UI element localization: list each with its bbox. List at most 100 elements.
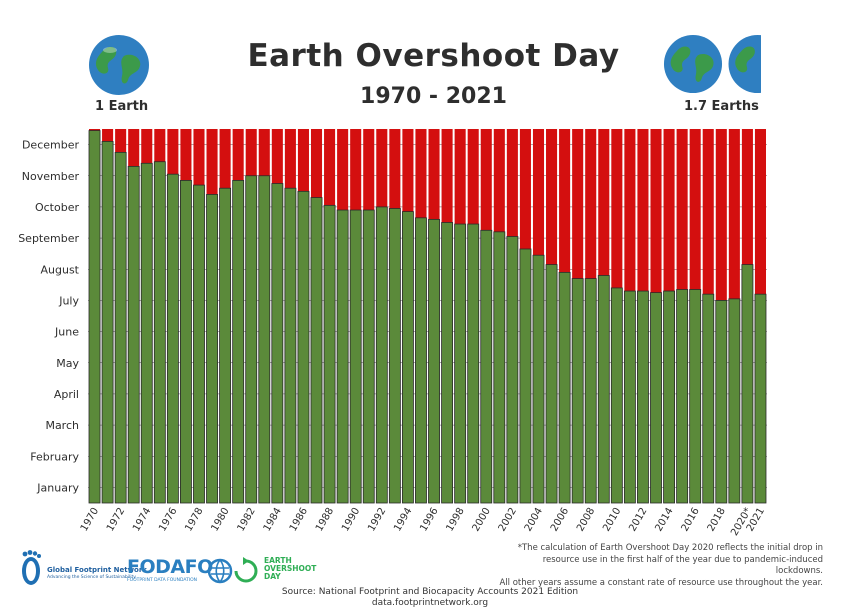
bar-overshoot-1982 [245, 129, 257, 176]
overshoot-bar-chart: January February March April May June July Augu… [18, 129, 767, 538]
bar-earth-1996 [428, 218, 440, 504]
bar-earth-1998 [454, 223, 467, 504]
bar-overshoot-2016 [689, 129, 701, 290]
bar-earth-1984 [271, 183, 284, 504]
x-tick-label: 1986 [288, 506, 310, 534]
x-tick-label: 1992 [366, 506, 388, 534]
bar-overshoot-1980 [219, 129, 231, 189]
footnote: *The calculation of Earth Overshoot Day … [493, 543, 823, 589]
bar-earth-2000 [480, 229, 493, 504]
bar-overshoot-2006 [559, 129, 571, 273]
bar-overshoot-2005 [546, 129, 558, 265]
bar-earth-2004 [532, 254, 545, 504]
bar-overshoot-2007 [572, 129, 584, 279]
bar-earth-1983 [258, 175, 271, 504]
y-tick-label: March [45, 419, 79, 432]
fodafo-logo-tagline: FOOTPRINT DATA FOUNDATION [127, 578, 198, 583]
bar-overshoot-1974 [141, 129, 153, 164]
x-tick-label: 2018 [706, 506, 728, 534]
bar-overshoot-1985 [284, 129, 296, 189]
bar-overshoot-1989 [337, 129, 349, 211]
bar-overshoot-1973 [128, 129, 140, 167]
bar-overshoot-2018 [715, 129, 727, 301]
bar-earth-1978 [193, 184, 205, 504]
x-tick-label: 2014 [653, 506, 675, 534]
bar-earth-2002 [506, 236, 519, 504]
bar-earth-2019 [728, 298, 741, 504]
bar-overshoot-2010 [611, 129, 623, 288]
bar-overshoot-1986 [297, 129, 309, 192]
bar-overshoot-1992 [376, 129, 388, 207]
source-line-1: Source: National Footprint and Biocapaci… [281, 587, 579, 597]
source: Source: National Footprint and Biocapaci… [230, 587, 630, 609]
y-tick-label: October [35, 201, 79, 214]
bar-earth-1982 [245, 175, 258, 504]
x-tick-label: 1994 [392, 506, 414, 534]
x-tick-label: 2000 [471, 506, 493, 534]
bar-overshoot-1983 [258, 129, 270, 176]
bar-overshoot-2011 [624, 129, 636, 292]
bar-overshoot-1991 [363, 129, 375, 211]
fodafo-logo-name: FODAFO [127, 556, 213, 578]
bar-overshoot-1977 [180, 129, 192, 181]
bar-earth-2010 [610, 287, 623, 504]
bar-earth-1971 [101, 141, 114, 504]
bar-earth-2018 [715, 300, 728, 504]
bar-earth-1975 [153, 161, 166, 504]
x-tick-label: 1984 [262, 506, 284, 534]
y-tick-label: September [18, 232, 79, 245]
bar-overshoot-2019 [728, 129, 740, 299]
bar-overshoot-1994 [402, 129, 414, 212]
bar-earth-1977 [180, 180, 192, 504]
bar-overshoot-1970 [89, 129, 101, 131]
gfn-logo-name: Global Footprint Network [47, 566, 147, 574]
bar-earth-2007 [571, 278, 584, 504]
x-tick-label: 1980 [209, 506, 231, 534]
bar-overshoot-1972 [115, 129, 127, 153]
bar-earth-2021 [754, 293, 767, 504]
bar-earth-2020 [741, 264, 754, 504]
bar-overshoot-2012 [637, 129, 649, 292]
bar-earth-2006 [558, 271, 571, 504]
bar-overshoot-2002 [506, 129, 518, 237]
bar-earth-2003 [519, 248, 532, 504]
x-tick-label: 2008 [575, 506, 597, 534]
bar-overshoot-2017 [702, 129, 714, 295]
right-earth-label: 1.7 Earths [684, 99, 759, 114]
bar-overshoot-2021 [754, 129, 766, 295]
bar-earth-1986 [297, 190, 310, 504]
bar-earth-1976 [166, 173, 179, 504]
bar-earth-1985 [284, 187, 297, 504]
bar-earth-1993 [388, 208, 401, 504]
footnote-line-1: *The calculation of Earth Overshoot Day … [517, 543, 823, 553]
bar-overshoot-2001 [493, 129, 505, 232]
bar-overshoot-1981 [232, 129, 244, 181]
bar-earth-1990 [349, 209, 362, 504]
bar-overshoot-1997 [441, 129, 453, 223]
bar-overshoot-1971 [102, 129, 114, 142]
bar-overshoot-1996 [428, 129, 440, 220]
bar-overshoot-2004 [532, 129, 545, 256]
x-tick-label: 2012 [627, 506, 649, 534]
bar-earth-2014 [663, 290, 675, 504]
x-tick-label: 2004 [523, 506, 545, 534]
left-earth-label: 1 Earth [95, 99, 149, 114]
bar-overshoot-1984 [271, 129, 283, 184]
bar-earth-2009 [597, 275, 610, 504]
bar-overshoot-2008 [585, 129, 597, 279]
bar-earth-1988 [323, 204, 336, 504]
bar-earth-1997 [441, 222, 454, 504]
bar-overshoot-1988 [324, 129, 336, 206]
bar-earth-1989 [336, 209, 349, 504]
y-tick-label: July [58, 294, 79, 307]
bar-earth-1991 [362, 209, 375, 504]
bar-overshoot-2020 [741, 129, 753, 265]
bar-earth-2015 [676, 289, 689, 504]
bar-overshoot-1975 [154, 129, 166, 162]
bar-overshoot-1995 [415, 129, 427, 218]
bar-overshoot-1979 [206, 129, 218, 195]
x-tick-label: 1974 [131, 506, 153, 534]
x-tick-label: 1976 [157, 506, 179, 534]
earth-overshoot-day-logo-icon [207, 557, 258, 584]
bar-earth-2011 [623, 290, 636, 504]
